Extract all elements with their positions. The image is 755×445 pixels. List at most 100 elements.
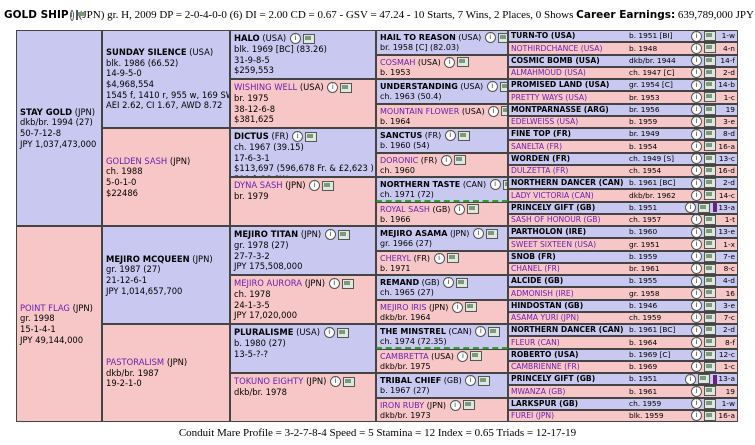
horse-link[interactable]: SWEET SIXTEEN (USA) — [511, 239, 597, 249]
info-icon[interactable]: i — [323, 327, 335, 338]
horse-link[interactable]: COSMAH — [380, 57, 416, 67]
horse-link[interactable]: FINE TOP (FR) — [511, 129, 572, 139]
info-icon[interactable]: i — [691, 276, 702, 287]
image-icon[interactable] — [453, 155, 466, 165]
info-icon[interactable]: i — [691, 104, 702, 115]
info-icon[interactable]: i — [489, 179, 501, 190]
info-icon[interactable]: i — [472, 228, 484, 239]
info-icon[interactable]: i — [691, 312, 702, 323]
horse-link[interactable]: THE MINSTREL — [380, 327, 446, 336]
horse-link[interactable]: PASTORALISM — [106, 357, 165, 368]
image-icon[interactable] — [337, 229, 350, 240]
image-icon[interactable] — [704, 178, 716, 189]
horse-link[interactable]: LARKSPUR (GB) — [511, 398, 579, 408]
horse-link[interactable]: POINT FLAG — [20, 302, 70, 313]
horse-link[interactable]: ALCIDE (GB) — [511, 276, 564, 286]
horse-link[interactable]: NORTHERN TASTE — [380, 180, 461, 189]
info-icon[interactable]: i — [488, 105, 500, 117]
info-icon[interactable]: i — [691, 337, 702, 348]
horse-link[interactable]: DORONIC — [380, 155, 419, 165]
image-icon[interactable] — [302, 33, 315, 44]
info-icon[interactable]: i — [691, 214, 702, 225]
horse-link[interactable]: HINDOSTAN (GB) — [511, 300, 584, 310]
info-icon[interactable]: i — [69, 9, 74, 21]
horse-link[interactable]: FUREI (JPN) — [511, 411, 555, 421]
image-icon[interactable] — [488, 326, 501, 337]
info-icon[interactable]: i — [691, 325, 702, 336]
info-icon[interactable]: i — [453, 203, 465, 215]
image-icon[interactable] — [478, 375, 491, 386]
image-icon[interactable] — [704, 312, 716, 323]
info-icon[interactable]: i — [457, 350, 469, 362]
horse-link[interactable]: ROYAL SASH — [380, 204, 430, 214]
horse-link[interactable]: CHERYL — [380, 253, 412, 263]
horse-link[interactable]: SANCTUS — [380, 131, 423, 140]
horse-link[interactable]: SANELTA (FR) — [511, 141, 563, 151]
info-icon[interactable]: i — [443, 277, 455, 288]
horse-link[interactable]: PRETTY WAYS (USA) — [511, 92, 588, 102]
image-icon[interactable] — [704, 165, 716, 176]
info-icon[interactable]: i — [475, 326, 487, 337]
info-icon[interactable]: i — [685, 202, 696, 213]
image-icon[interactable] — [704, 190, 716, 201]
horse-link[interactable]: REMAND — [380, 278, 420, 287]
info-icon[interactable]: i — [484, 32, 496, 43]
horse-link[interactable]: MWANZA (GB) — [511, 386, 566, 396]
image-icon[interactable] — [704, 227, 716, 238]
horse-link[interactable]: WISHING WELL — [234, 82, 298, 92]
info-icon[interactable]: i — [691, 227, 702, 238]
info-icon[interactable]: i — [691, 410, 702, 421]
image-icon[interactable] — [497, 32, 507, 43]
info-icon[interactable]: i — [691, 349, 702, 360]
image-icon[interactable] — [466, 204, 479, 214]
image-icon[interactable] — [704, 55, 716, 66]
info-icon[interactable]: i — [691, 361, 702, 372]
horse-link[interactable]: PROMISED LAND (USA) — [511, 80, 610, 90]
image-icon[interactable] — [704, 43, 716, 54]
info-icon[interactable]: i — [465, 375, 477, 386]
info-icon[interactable]: i — [433, 252, 445, 264]
image-icon[interactable] — [704, 325, 716, 336]
image-icon[interactable] — [502, 179, 507, 190]
image-icon[interactable] — [336, 327, 349, 338]
image-icon[interactable] — [704, 410, 716, 421]
horse-link[interactable]: SASH OF HONOUR (GB) — [511, 215, 601, 225]
horse-link[interactable]: TURN-TO (USA) — [511, 31, 576, 41]
image-icon[interactable] — [456, 277, 469, 288]
horse-link[interactable]: FLEUR (CAN) — [511, 337, 560, 347]
image-icon[interactable] — [305, 131, 318, 142]
info-icon[interactable]: i — [691, 153, 702, 164]
horse-link[interactable]: PLURALISME — [234, 327, 294, 337]
info-icon[interactable]: i — [691, 129, 702, 140]
horse-link[interactable]: MEJIRO IRIS — [380, 302, 427, 312]
horse-link[interactable]: MOUNTAIN FLOWER — [380, 106, 460, 116]
horse-link[interactable]: GOLDEN SASH — [106, 155, 168, 166]
horse-link[interactable]: HAIL TO REASON — [380, 33, 456, 42]
info-icon[interactable]: i — [691, 239, 702, 250]
horse-link[interactable]: LADY VICTORIA (CAN) — [511, 190, 594, 200]
image-icon[interactable] — [704, 129, 716, 140]
horse-link[interactable]: HALO — [234, 33, 260, 43]
info-icon[interactable]: i — [691, 141, 702, 152]
info-icon[interactable]: i — [328, 278, 340, 289]
info-icon[interactable]: i — [309, 180, 321, 191]
info-icon[interactable]: i — [691, 178, 702, 189]
horse-link[interactable]: CHANEL (FR) — [511, 264, 560, 274]
horse-link[interactable]: DULZETTA (FR) — [511, 166, 569, 176]
image-icon[interactable] — [704, 141, 716, 152]
image-icon[interactable] — [464, 302, 477, 312]
horse-link[interactable]: NORTHERN DANCER (CAN) — [511, 325, 624, 335]
info-icon[interactable]: i — [691, 55, 702, 66]
image-icon[interactable] — [698, 202, 710, 213]
image-icon[interactable] — [501, 106, 507, 116]
image-icon[interactable] — [704, 116, 716, 127]
image-icon[interactable] — [704, 386, 716, 397]
image-icon[interactable] — [499, 81, 507, 92]
info-icon[interactable]: i — [691, 263, 702, 274]
info-icon[interactable]: i — [691, 31, 702, 42]
horse-link[interactable]: PARTHOLON (IRE) — [511, 227, 587, 237]
image-icon[interactable] — [341, 278, 354, 289]
info-icon[interactable]: i — [691, 300, 702, 311]
image-icon[interactable] — [704, 214, 716, 225]
horse-link[interactable]: ROBERTO (USA) — [511, 349, 579, 359]
